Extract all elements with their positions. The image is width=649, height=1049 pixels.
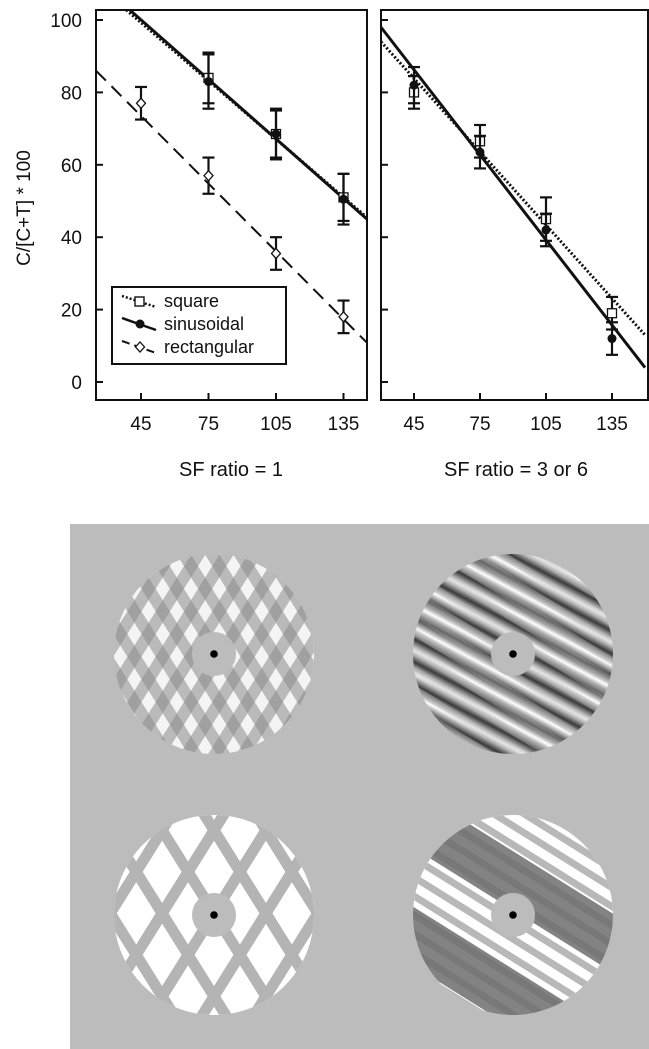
- x-tick-label: 135: [596, 414, 628, 435]
- diamond-marker-icon: [134, 341, 146, 353]
- plaid-rectangular-sf1: [114, 815, 314, 1015]
- legend: square sinusoidal rectangular: [111, 286, 287, 365]
- y-tick-label: 0: [71, 373, 82, 394]
- x-tick-label: 75: [198, 414, 219, 435]
- legend-item-square: square: [121, 291, 219, 311]
- data-point-sinusoidal: [606, 321, 618, 356]
- legend-item-sinusoidal: sinusoidal: [121, 314, 244, 334]
- data-point-sinusoidal: [540, 212, 552, 248]
- y-tick-label: 80: [61, 83, 82, 104]
- stimulus-panel: [70, 524, 649, 1049]
- legend-item-rectangular: rectangular: [121, 337, 254, 357]
- fit-line-sinusoidal: [127, 10, 367, 222]
- data-point-rectangular: [202, 156, 215, 195]
- legend-label-sinusoidal: sinusoidal: [164, 314, 244, 334]
- chart-left-panel: 45 75 105 135 0 20 40 60 80 100: [50, 9, 368, 435]
- plot-frame-right: [380, 9, 649, 401]
- y-axis-label: C/[C+T] * 100: [14, 150, 35, 266]
- fixation-dot-icon: [509, 650, 517, 658]
- data-point-sinusoidal: [202, 53, 215, 110]
- data-point-sinusoidal: [408, 65, 420, 105]
- y-tick-label: 100: [50, 11, 82, 32]
- data-point-rectangular: [135, 85, 147, 121]
- x-tick-label: 135: [328, 414, 360, 435]
- x-tick-label: 45: [130, 414, 151, 435]
- data-point-rectangular: [270, 236, 282, 271]
- x-tick-label: 75: [469, 414, 490, 435]
- y-tick-label: 20: [61, 301, 82, 322]
- fit-line-rectangular: [96, 69, 367, 345]
- x-tick-label: 105: [260, 414, 292, 435]
- data-point-sinusoidal: [474, 134, 486, 170]
- data-point-sinusoidal: [270, 107, 282, 161]
- y-tick-label: 60: [61, 156, 82, 177]
- x-axis-label-left: SF ratio = 1: [179, 459, 283, 481]
- x-tick-label: 45: [403, 414, 424, 435]
- fixation-dot-icon: [210, 911, 218, 919]
- plaid-square-sf1: [114, 554, 314, 754]
- fixation-dot-icon: [509, 911, 517, 919]
- fit-line-square: [381, 40, 647, 336]
- data-point-rectangular: [337, 299, 350, 335]
- legend-label-rectangular: rectangular: [164, 337, 254, 357]
- x-tick-label: 105: [530, 414, 562, 435]
- plaid-rectangular-sf6: [413, 815, 613, 1015]
- fit-line-sinusoidal: [381, 26, 647, 369]
- legend-label-square: square: [164, 291, 219, 311]
- data-point-sinusoidal: [337, 172, 350, 226]
- chart-right-panel: 45 75 105 135: [380, 9, 649, 435]
- x-axis-label-right: SF ratio = 3 or 6: [444, 459, 588, 481]
- circle-marker-icon: [135, 319, 145, 329]
- square-marker-icon: [134, 296, 145, 307]
- plaid-sinusoidal-sf3: [413, 554, 613, 754]
- plot-frame-left: [95, 9, 368, 401]
- y-tick-label: 40: [61, 228, 82, 249]
- fixation-dot-icon: [210, 650, 218, 658]
